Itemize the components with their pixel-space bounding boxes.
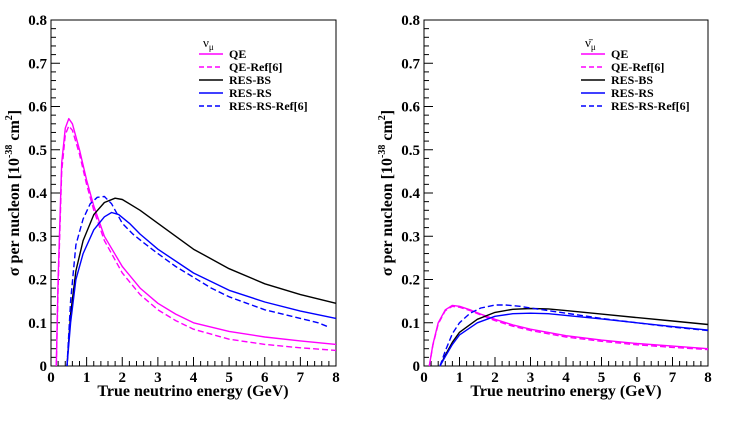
chart-panel-numu: 0 1 2 3 4 5 6 7 8 0 0.1 0.2 0.3 0.4 0.5 0.6 0.7 0.8 True … — [4, 13, 340, 400]
series-line-qe-ref-6 — [428, 305, 709, 367]
y-tick-label: 0.1 — [401, 316, 420, 332]
x-tick-label: 6 — [633, 370, 641, 386]
legend-entry: QE — [611, 47, 628, 61]
legend-entry: QE-Ref[6] — [611, 60, 664, 74]
x-tick-label: 3 — [527, 370, 535, 386]
legend-entry: QE-Ref[6] — [229, 60, 282, 74]
x-tick-label: 5 — [598, 370, 606, 386]
x-tick-label: 0 — [47, 370, 55, 386]
y-tick-label: 0.5 — [28, 143, 47, 159]
x-axis-label: True neutrino energy (GeV) — [470, 383, 661, 400]
x-tick-label: 2 — [491, 370, 499, 386]
x-tick-label: 1 — [456, 370, 464, 386]
y-tick-label: 0.3 — [28, 229, 47, 245]
x-tick-label: 5 — [225, 370, 233, 386]
series-line-res-bs — [66, 197, 337, 367]
y-tick-label: 0 — [413, 359, 421, 375]
y-tick-label: 0.7 — [401, 56, 420, 72]
series-line-qe — [428, 304, 709, 367]
series-line-res-rs-ref-6 — [439, 304, 709, 367]
x-tick-label: 4 — [562, 370, 570, 386]
legend-entry: RES-BS — [611, 73, 653, 87]
y-tick-label: 0 — [40, 359, 48, 375]
plot-frame — [423, 19, 709, 367]
series-line-qe — [55, 117, 337, 367]
series-line-qe-ref-6 — [55, 125, 337, 367]
y-tick-label: 0.5 — [401, 143, 420, 159]
curves — [55, 117, 337, 367]
y-tick-label: 0.4 — [401, 186, 420, 202]
y-tick-label: 0.7 — [28, 56, 47, 72]
legend-header: νμ — [203, 35, 214, 52]
curves — [428, 304, 709, 367]
x-tick-label: 7 — [669, 370, 677, 386]
y-tick-label: 0.6 — [401, 100, 420, 116]
x-axis-label: True neutrino energy (GeV) — [97, 383, 288, 400]
y-tick-label: 0.3 — [401, 229, 420, 245]
x-tick-label: 2 — [119, 370, 127, 386]
y-axis-label: σ per nucleon [10-38 cm2] — [4, 110, 23, 276]
legend-entry: RES-RS-Ref[6] — [229, 99, 308, 113]
chart-panel-numubar: 0 1 2 3 4 5 6 7 8 0 0.1 0.2 0.3 0.4 0.5 0.6 0.7 0.8 True … — [377, 13, 712, 400]
y-axis-label: σ per nucleon [10-38 cm2] — [377, 110, 396, 276]
y-tick-label: 0.8 — [28, 13, 47, 29]
series-line-res-rs-ref-6 — [66, 195, 330, 367]
axis-ticks — [50, 19, 337, 367]
y-tick-label: 0.4 — [28, 186, 47, 202]
legend-entry: RES-RS — [611, 86, 654, 100]
x-tick-label: 8 — [332, 370, 340, 386]
x-tick-label: 7 — [297, 370, 305, 386]
y-tick-label: 0.2 — [401, 273, 420, 289]
tick-labels: 0 1 2 3 4 5 6 7 8 0 0.1 0.2 0.3 0.4 0.5 0.6 0.7 0.8 — [401, 13, 712, 386]
y-tick-label: 0.1 — [28, 316, 47, 332]
x-tick-label: 0 — [420, 370, 428, 386]
y-tick-label: 0.6 — [28, 100, 47, 116]
legend-entry: RES-RS-Ref[6] — [611, 99, 690, 113]
x-tick-label: 1 — [83, 370, 91, 386]
x-tick-label: 8 — [704, 370, 712, 386]
plot-frame — [50, 19, 337, 367]
series-line-res-rs — [66, 211, 337, 367]
y-tick-label: 0.2 — [28, 273, 47, 289]
series-line-res-bs — [439, 307, 709, 367]
legend-entry: RES-BS — [229, 73, 271, 87]
x-tick-label: 6 — [261, 370, 269, 386]
tick-labels: 0 1 2 3 4 5 6 7 8 0 0.1 0.2 0.3 0.4 0.5 0.6 0.7 0.8 — [28, 13, 340, 386]
axis-ticks — [423, 19, 709, 367]
legend-entry: QE — [229, 47, 246, 61]
y-tick-label: 0.8 — [401, 13, 420, 29]
legend-entry: RES-RS — [229, 86, 272, 100]
x-tick-label: 3 — [154, 370, 162, 386]
x-tick-label: 4 — [190, 370, 198, 386]
legend-header: ν̄μ — [585, 35, 596, 52]
